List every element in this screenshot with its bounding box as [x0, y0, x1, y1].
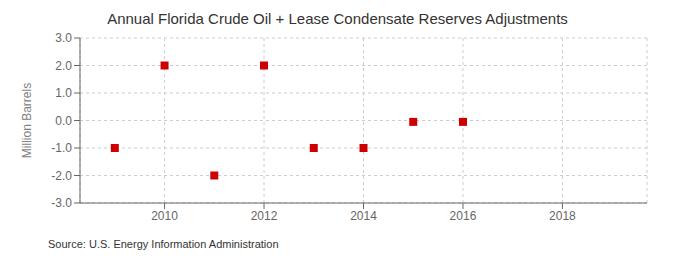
svg-text:-1.0: -1.0: [51, 141, 72, 155]
html-text:Annual Florida Crude Oil + Lea: Annual Florida Crude Oil + Lease Condens…: [107, 10, 568, 27]
svg-text:-2.0: -2.0: [51, 169, 72, 183]
svg-text:0.0: 0.0: [55, 114, 72, 128]
svg-text:2016: 2016: [450, 209, 477, 223]
svg-text:2010: 2010: [151, 209, 178, 223]
svg-text:3.0: 3.0: [55, 31, 72, 45]
html-text:Source: U.S. Energy Informatio: Source: U.S. Energy Information Administ…: [48, 238, 279, 250]
svg-text:Million Barrels: Million Barrels: [20, 83, 34, 158]
svg-text:1.0: 1.0: [55, 86, 72, 100]
svg-text:2018: 2018: [549, 209, 576, 223]
svg-text:2.0: 2.0: [55, 59, 72, 73]
svg-text:2012: 2012: [251, 209, 278, 223]
svg-text:-3.0: -3.0: [51, 196, 72, 210]
svg-text:2014: 2014: [350, 209, 377, 223]
